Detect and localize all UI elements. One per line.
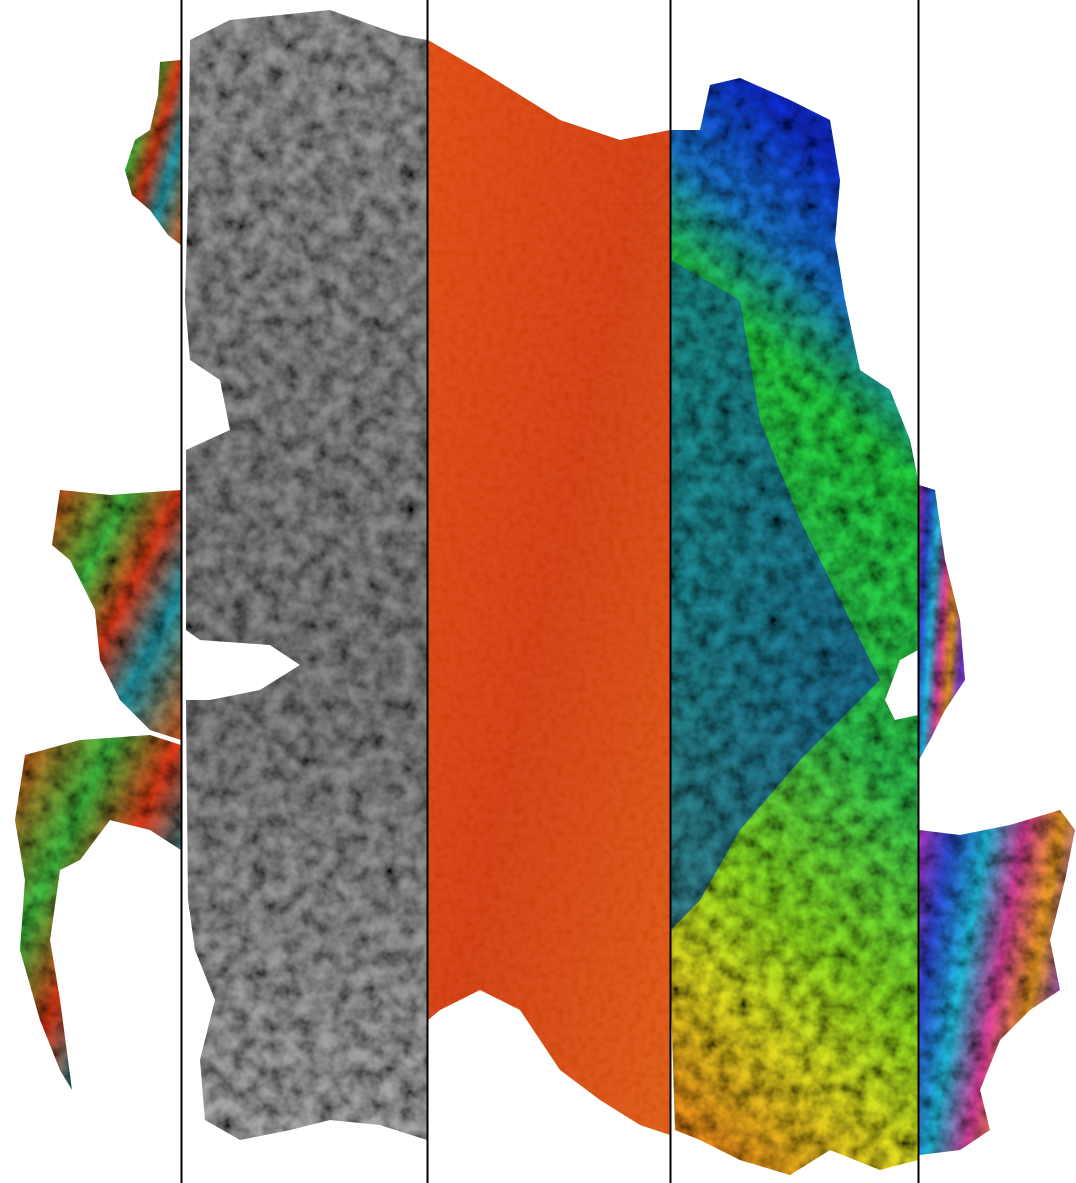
elevation-strip bbox=[671, 78, 918, 1175]
terrain-gap bbox=[885, 650, 918, 720]
aspect-strip bbox=[919, 485, 1075, 1155]
terrain-shade bbox=[671, 260, 880, 930]
hillshade-strip bbox=[185, 10, 427, 1140]
terrain-fragment bbox=[52, 490, 181, 740]
slope-strip bbox=[428, 40, 670, 1135]
terrain-fragment bbox=[125, 60, 181, 245]
terrain-surface bbox=[185, 10, 427, 1140]
terrain-surface bbox=[428, 40, 670, 1135]
heat-strip bbox=[15, 60, 181, 1090]
terrain-fragment bbox=[15, 735, 181, 1090]
terrain-fragment bbox=[919, 810, 1075, 1155]
terrain-fragment bbox=[919, 485, 965, 760]
